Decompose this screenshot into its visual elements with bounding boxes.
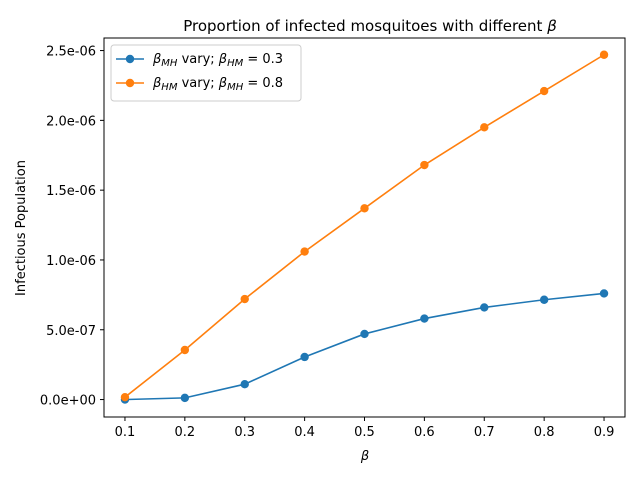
series-line xyxy=(124,54,605,398)
x-tick-label: 0.1 xyxy=(115,425,136,440)
series-0 xyxy=(120,289,609,404)
y-tick-label: 5.0e-07 xyxy=(46,324,96,339)
data-point xyxy=(480,303,489,312)
data-point xyxy=(420,160,429,170)
legend-label: βMH vary; βHM = 0.3 xyxy=(152,52,283,69)
data-point xyxy=(599,289,609,298)
x-tick-label: 0.7 xyxy=(474,425,495,440)
series-1 xyxy=(120,50,609,402)
legend-label: βHM vary; βMH = 0.8 xyxy=(152,76,283,93)
data-point xyxy=(180,393,190,403)
data-point xyxy=(420,314,429,323)
data-point xyxy=(240,379,249,389)
data-point xyxy=(360,204,369,213)
data-point xyxy=(599,50,609,59)
y-tick-label: 2.5e-06 xyxy=(46,45,96,60)
legend-item-0: βMH vary; βHM = 0.3 xyxy=(116,52,283,69)
plot-area xyxy=(120,50,609,404)
x-tick-label: 0.8 xyxy=(534,425,555,440)
x-axis-label: β xyxy=(360,449,369,464)
y-tick-label: 2.0e-06 xyxy=(46,114,96,129)
data-point xyxy=(539,86,549,96)
y-tick-label: 1.0e-06 xyxy=(46,254,96,269)
x-axis: 0.1 0.2 0.3 0.4 0.5 0.6 0.7 0.8 0.9 xyxy=(115,417,615,440)
legend-marker xyxy=(125,78,135,88)
x-tick-label: 0.4 xyxy=(294,425,315,440)
data-point xyxy=(180,345,190,355)
legend-marker xyxy=(125,54,135,64)
legend: βMH vary; βHM = 0.3 βHM vary; βMH = 0.8 xyxy=(110,44,302,102)
data-point xyxy=(300,352,309,362)
legend-item-1: βHM vary; βMH = 0.8 xyxy=(116,76,283,93)
x-tick-label: 0.2 xyxy=(175,425,196,440)
data-point xyxy=(300,247,309,256)
x-tick-label: 0.5 xyxy=(354,425,375,440)
data-point xyxy=(240,294,249,304)
legend-frame xyxy=(110,44,302,102)
y-tick-label: 0.0e+00 xyxy=(40,394,96,409)
chart-title: Proportion of infected mosquitoes with d… xyxy=(183,17,557,35)
data-point xyxy=(120,392,130,402)
y-tick-label: 1.5e-06 xyxy=(46,184,96,199)
x-tick-label: 0.9 xyxy=(594,425,615,440)
series-line xyxy=(124,292,605,401)
data-point xyxy=(539,295,549,304)
data-point xyxy=(360,329,369,339)
x-tick-label: 0.3 xyxy=(234,425,255,440)
data-point xyxy=(480,123,489,132)
x-tick-label: 0.6 xyxy=(414,425,435,440)
y-axis-label: Infectious Population xyxy=(14,160,29,296)
y-axis: 0.0e+00 5.0e-07 1.0e-06 1.5e-06 2.0e-06 2.5e-… xyxy=(40,45,104,409)
